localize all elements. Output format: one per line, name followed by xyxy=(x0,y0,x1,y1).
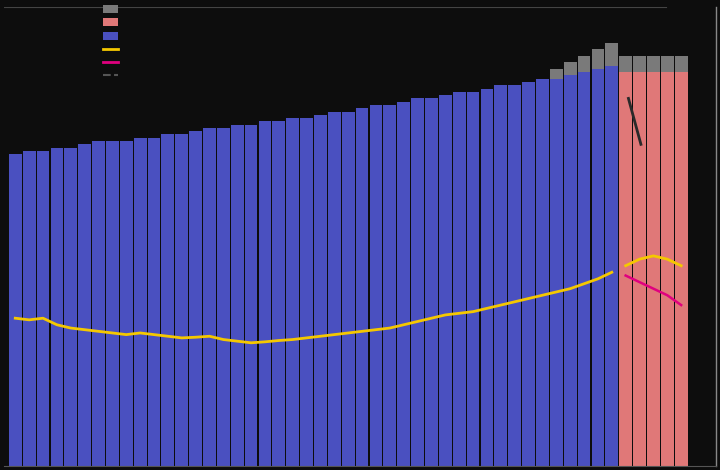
Bar xyxy=(176,134,188,466)
Bar xyxy=(606,66,618,466)
Bar xyxy=(619,72,632,466)
Bar xyxy=(550,78,562,466)
Bar xyxy=(619,56,632,72)
Bar xyxy=(536,78,549,466)
Bar xyxy=(314,115,327,466)
Bar xyxy=(369,105,382,466)
Bar xyxy=(384,105,396,466)
Bar xyxy=(633,72,646,466)
Bar xyxy=(577,56,590,72)
Bar xyxy=(425,98,438,466)
Bar xyxy=(245,125,258,466)
Bar xyxy=(203,128,216,466)
Bar xyxy=(217,128,230,466)
Bar xyxy=(577,72,590,466)
Bar xyxy=(467,92,480,466)
Bar xyxy=(480,88,493,466)
Bar xyxy=(647,72,660,466)
Bar xyxy=(675,56,688,72)
Bar xyxy=(189,131,202,466)
Bar xyxy=(23,151,35,466)
Bar xyxy=(272,121,285,466)
Bar xyxy=(606,43,618,66)
Bar xyxy=(564,63,577,76)
Bar xyxy=(161,134,174,466)
Bar xyxy=(592,69,604,466)
Bar xyxy=(550,69,562,78)
Bar xyxy=(37,151,50,466)
Bar xyxy=(300,118,313,466)
Bar xyxy=(328,111,341,466)
Bar xyxy=(453,92,466,466)
Bar xyxy=(411,98,424,466)
Bar xyxy=(50,148,63,466)
Bar xyxy=(342,111,354,466)
Bar xyxy=(148,138,161,466)
Bar xyxy=(9,154,22,466)
Bar xyxy=(287,118,299,466)
Bar xyxy=(106,141,119,466)
Bar xyxy=(564,76,577,466)
Bar xyxy=(356,108,369,466)
Bar xyxy=(258,121,271,466)
Bar xyxy=(495,85,507,466)
Bar xyxy=(92,141,105,466)
Bar xyxy=(661,56,674,72)
Bar xyxy=(633,56,646,72)
Bar xyxy=(397,102,410,466)
Bar xyxy=(675,72,688,466)
Bar xyxy=(134,138,146,466)
Bar xyxy=(661,72,674,466)
Bar xyxy=(647,56,660,72)
Bar xyxy=(64,148,77,466)
Bar xyxy=(592,49,604,69)
Legend: , , , , , : , , , , , xyxy=(102,2,127,83)
Bar xyxy=(78,144,91,466)
Bar xyxy=(120,141,132,466)
Bar xyxy=(508,85,521,466)
Bar xyxy=(522,82,535,466)
Bar xyxy=(439,95,451,466)
Bar xyxy=(231,125,243,466)
